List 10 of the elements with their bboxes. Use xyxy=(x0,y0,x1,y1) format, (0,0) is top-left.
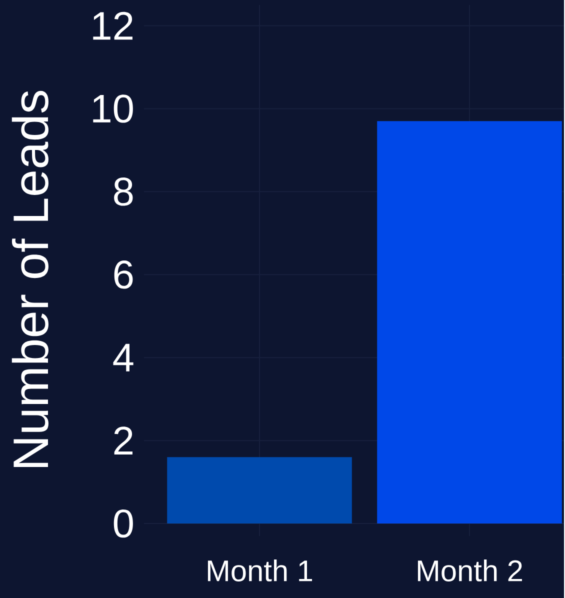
y-axis-title: Number of Leads xyxy=(12,90,49,468)
y-tick-label: 6 xyxy=(114,260,133,289)
y-tick-label: 8 xyxy=(114,178,133,206)
y-tick-label: 12 xyxy=(93,12,133,40)
x-tick-label: Month 2 xyxy=(418,560,522,582)
y-tick-label: 2 xyxy=(114,426,133,454)
y-tick-label: 4 xyxy=(113,344,134,372)
y-tick-label: 10 xyxy=(93,94,134,123)
y-tick-label: 0 xyxy=(114,509,134,538)
x-tick-label: Month 1 xyxy=(208,560,312,582)
